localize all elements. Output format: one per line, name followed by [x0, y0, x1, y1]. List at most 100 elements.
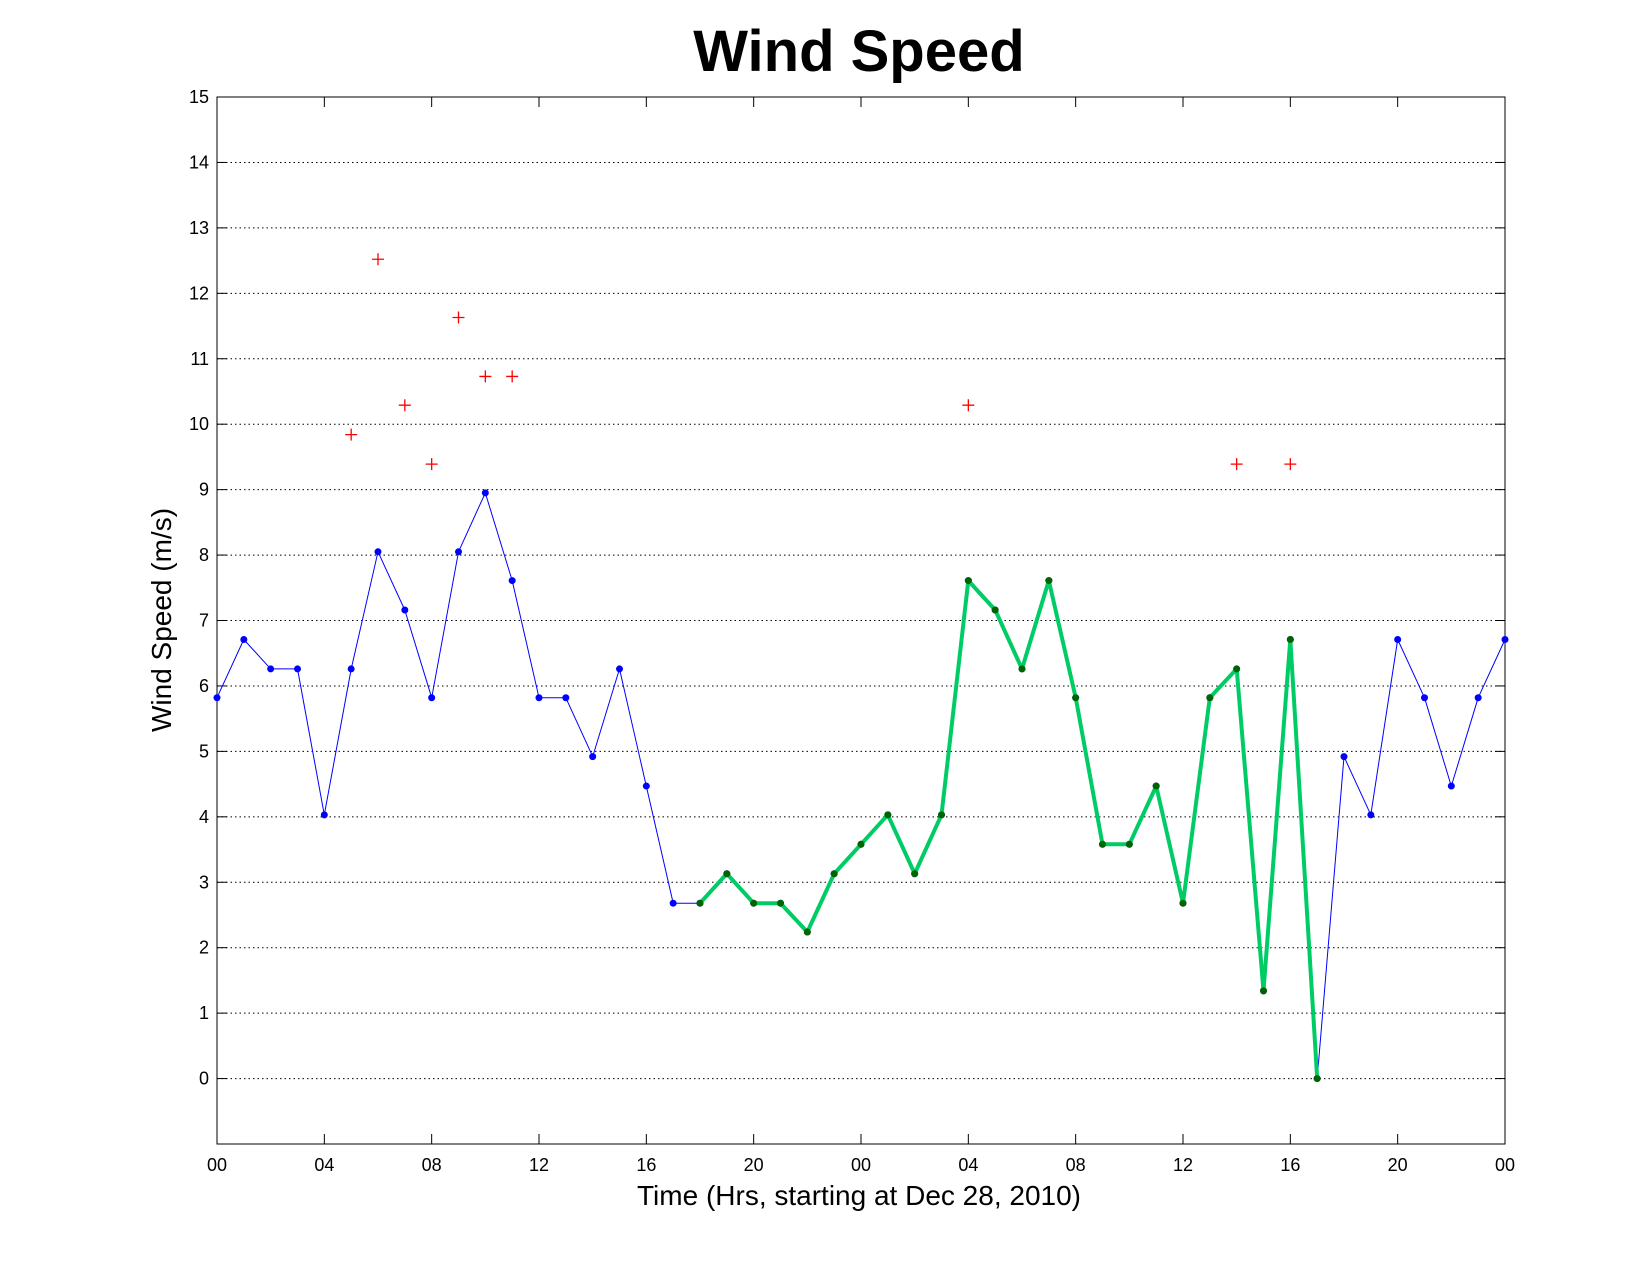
data-point [1447, 782, 1455, 790]
data-point [347, 665, 355, 673]
y-tick-label: 1 [199, 1003, 209, 1023]
x-tick-label: 20 [744, 1155, 764, 1175]
y-tick-label: 8 [199, 545, 209, 565]
data-point [1474, 694, 1482, 702]
data-point [1045, 577, 1053, 585]
plus-point [1284, 458, 1297, 471]
x-tick-label: 08 [422, 1155, 442, 1175]
y-tick-label: 0 [199, 1069, 209, 1089]
data-point [240, 635, 248, 643]
series-plus-markers [345, 253, 1297, 471]
data-point [535, 694, 543, 702]
plus-point [1230, 458, 1243, 471]
y-tick-label: 11 [190, 349, 209, 369]
plus-point [962, 399, 975, 412]
data-point [1072, 694, 1080, 702]
x-tick-labels: 00 04 08 12 16 20 00 04 08 12 16 20 00 [207, 1155, 1515, 1175]
x-tick-label: 16 [636, 1155, 656, 1175]
series-thin-line-dots [213, 489, 1509, 1083]
data-point [1260, 987, 1267, 995]
data-point [857, 840, 865, 848]
plus-point [452, 311, 465, 324]
data-point [777, 899, 784, 907]
data-point [455, 548, 462, 556]
x-tick-label: 20 [1388, 1155, 1408, 1175]
y-tick-label: 6 [199, 676, 209, 696]
data-point [830, 870, 838, 878]
grid-lines [217, 161, 1505, 1080]
data-point [401, 606, 409, 614]
data-point [1501, 635, 1509, 643]
data-point [589, 753, 597, 761]
series-thick-line-dots [696, 577, 1321, 1083]
series-layer [213, 253, 1509, 1083]
data-point [1179, 899, 1187, 907]
y-tick-label: 9 [199, 480, 209, 500]
y-tick-label: 15 [189, 87, 209, 107]
axis-ticks [216, 96, 1506, 1144]
plus-point [398, 399, 411, 412]
x-tick-label: 00 [1495, 1155, 1515, 1175]
data-point [1018, 665, 1026, 673]
data-point [669, 899, 677, 907]
data-point [1233, 665, 1241, 673]
x-tick-label: 04 [314, 1155, 334, 1175]
data-point [911, 870, 919, 878]
data-point [508, 577, 516, 585]
x-tick-label: 08 [1066, 1155, 1086, 1175]
x-tick-label: 12 [1173, 1155, 1193, 1175]
data-point [213, 694, 221, 702]
data-point [294, 665, 301, 673]
data-point [267, 665, 275, 673]
data-point [803, 928, 811, 936]
series-line [698, 578, 1320, 1079]
y-tick-label: 12 [189, 283, 209, 303]
data-point [428, 694, 436, 702]
plus-point [372, 253, 384, 266]
data-point [320, 811, 328, 819]
data-point [1367, 811, 1375, 819]
data-point [1421, 694, 1428, 702]
y-axis-label: Wind Speed (m/s) [146, 508, 177, 732]
x-tick-label: 00 [851, 1155, 871, 1175]
plus-point [506, 370, 519, 383]
y-tick-label: 3 [199, 872, 209, 892]
data-point [723, 870, 731, 878]
data-point [1313, 1075, 1321, 1083]
y-tick-label: 5 [199, 741, 209, 761]
data-point [1206, 694, 1214, 702]
data-point [1286, 635, 1294, 643]
data-point [938, 811, 945, 819]
y-tick-label: 2 [199, 938, 209, 958]
x-tick-label: 16 [1280, 1155, 1300, 1175]
plus-point [345, 428, 358, 441]
data-point [1340, 753, 1348, 761]
y-tick-label: 13 [189, 218, 209, 238]
x-tick-label: 12 [529, 1155, 549, 1175]
data-point [1394, 635, 1402, 643]
data-point [481, 489, 489, 497]
data-point [991, 606, 999, 614]
data-point [374, 548, 382, 556]
plus-point [479, 370, 492, 383]
data-point [750, 899, 758, 907]
plus-point [425, 458, 438, 471]
data-point [696, 899, 704, 907]
y-tick-label: 10 [189, 414, 209, 434]
data-point [1152, 782, 1160, 790]
x-tick-label: 00 [207, 1155, 227, 1175]
y-tick-label: 7 [199, 611, 209, 631]
x-tick-label: 04 [958, 1155, 978, 1175]
y-tick-label: 14 [189, 152, 209, 172]
data-point [642, 782, 650, 790]
y-tick-label: 4 [199, 807, 209, 827]
data-point [562, 694, 570, 702]
chart-title: Wind Speed [693, 19, 1024, 84]
x-axis-label: Time (Hrs, starting at Dec 28, 2010) [637, 1180, 1081, 1211]
data-point [1125, 840, 1133, 848]
data-point [1099, 840, 1106, 848]
data-point [616, 665, 623, 673]
data-point [884, 811, 892, 819]
